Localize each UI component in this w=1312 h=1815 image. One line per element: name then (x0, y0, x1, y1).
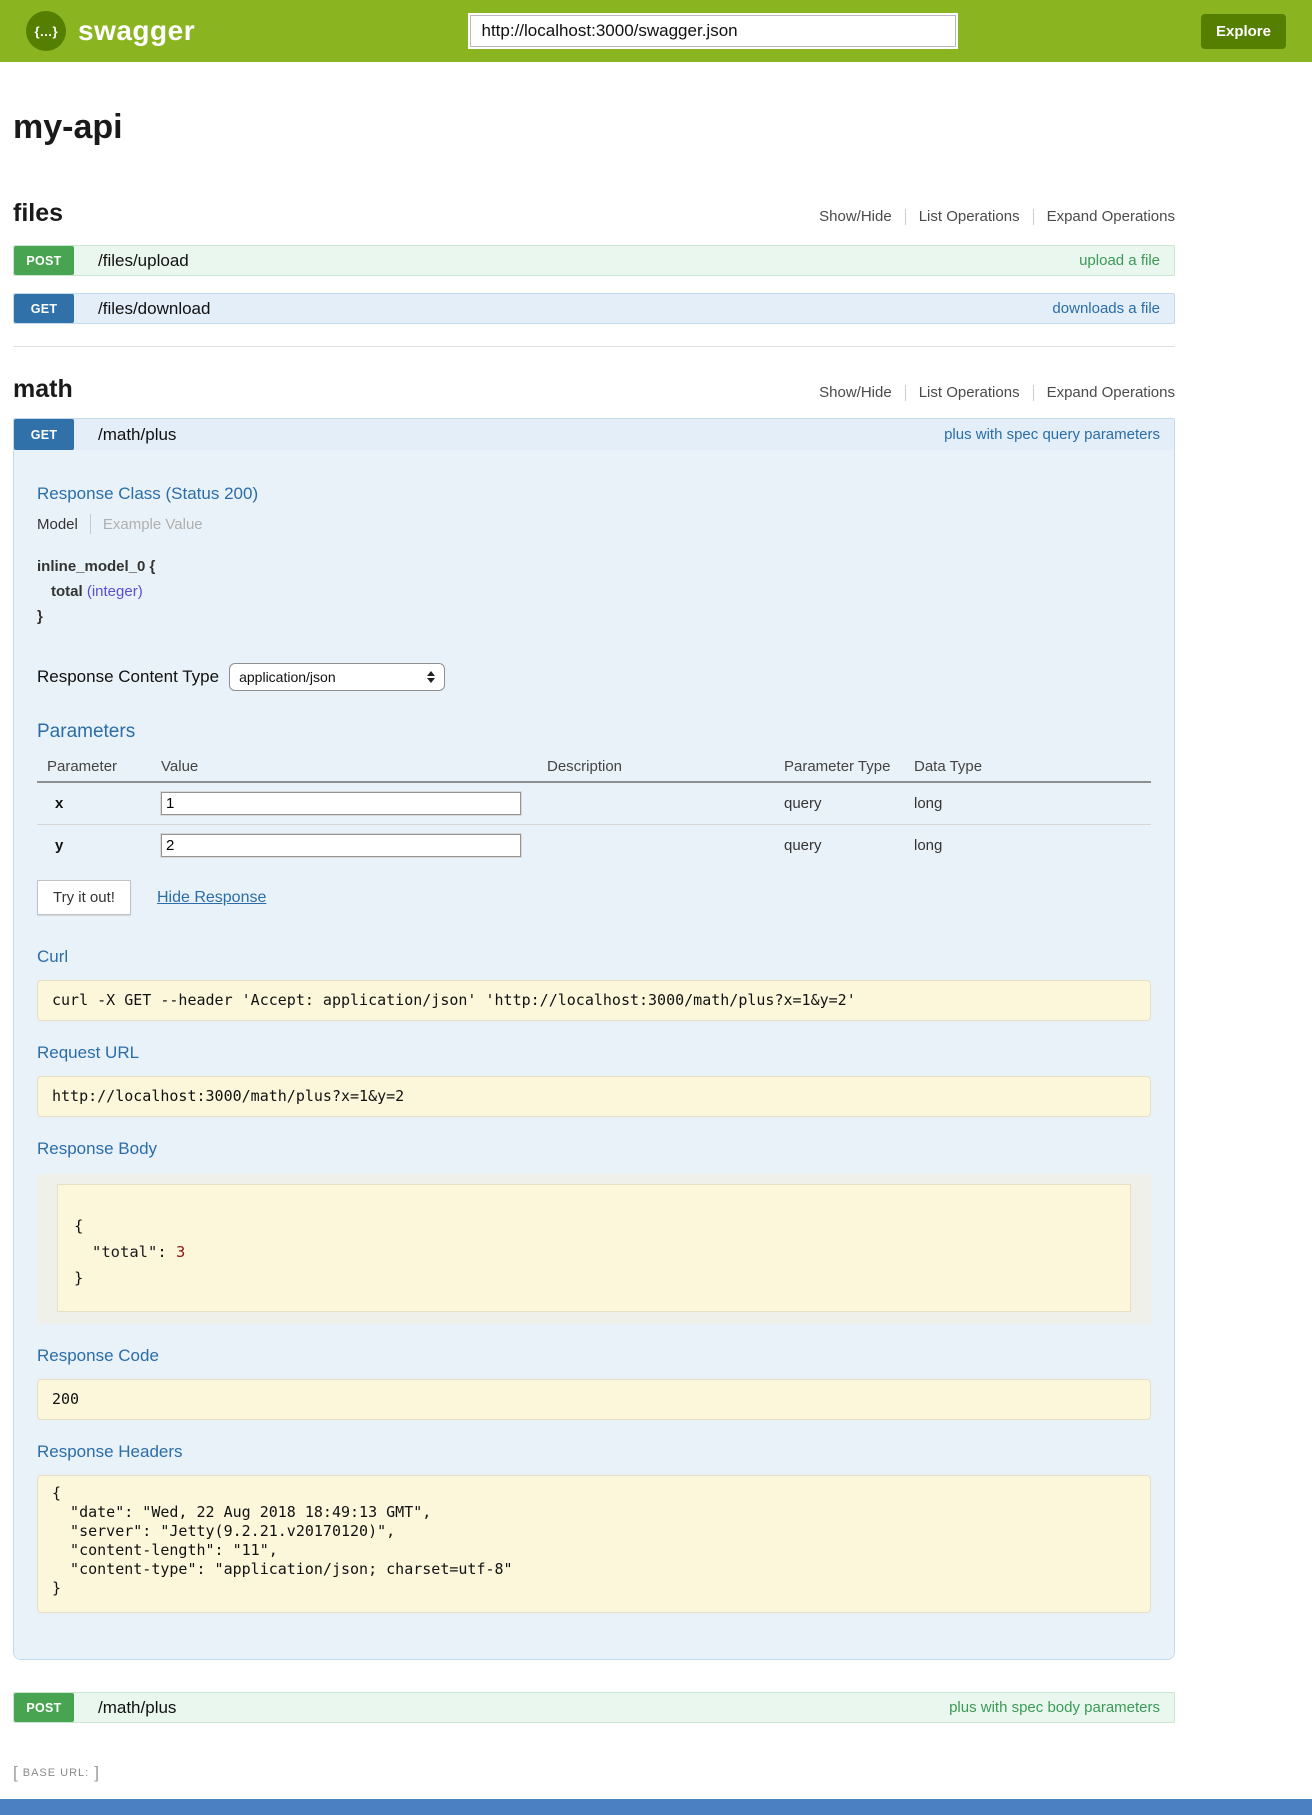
response-body-title: Response Body (37, 1139, 158, 1158)
divider (904, 208, 906, 225)
try-it-out-button[interactable]: Try it out! (37, 880, 131, 915)
base-url-label: BASE URL: (22, 1767, 90, 1779)
post-method-badge: POST (14, 246, 74, 275)
expand-operations-link[interactable]: Expand Operations (1046, 208, 1175, 225)
op-summary: downloads a file (1052, 300, 1160, 317)
op-summary: upload a file (1079, 252, 1160, 269)
section-files-title: files (13, 199, 64, 227)
base-url-footer: [ BASE URL: ] (13, 1763, 1175, 1783)
header-bar: {…} swagger Explore (0, 0, 1312, 62)
model-signature: inline_model_0 { total (integer) } (37, 554, 1151, 629)
page-title: my-api (13, 108, 123, 146)
section-files-controls: Show/Hide List Operations Expand Operati… (819, 208, 1175, 228)
op-expanded-get-math-plus: GET /math/plus plus with spec query para… (13, 418, 1175, 1660)
json-key: "total" (92, 1243, 158, 1261)
response-class-title: Response Class (Status 200) (37, 484, 259, 503)
get-method-badge: GET (14, 419, 74, 450)
selected-content-type: application/json (239, 669, 336, 685)
op-row-post-math-plus[interactable]: POST /math/plus plus with spec body para… (13, 1692, 1175, 1723)
op-path-link[interactable]: /files/download (98, 298, 211, 318)
request-url-title: Request URL (37, 1043, 140, 1062)
tab-model[interactable]: Model (37, 515, 78, 533)
section-math-controls: Show/Hide List Operations Expand Operati… (819, 384, 1175, 404)
chevron-updown-icon (427, 671, 436, 683)
col-header-parameter: Parameter (37, 751, 161, 783)
bottom-bar (0, 1799, 1312, 1815)
response-code-value: 200 (37, 1379, 1151, 1420)
param-row-y: y query long (37, 825, 1151, 867)
section-math-header: math Show/Hide List Operations Expand Op… (13, 375, 1175, 404)
op-row-post-files-upload[interactable]: POST /files/upload upload a file (13, 245, 1175, 276)
list-operations-link[interactable]: List Operations (918, 208, 1020, 225)
param-x-value-input[interactable] (161, 792, 521, 815)
parameters-title: Parameters (37, 721, 136, 742)
op-summary: plus with spec body parameters (949, 1699, 1160, 1716)
json-value: 3 (176, 1243, 186, 1261)
model-prop-type: (integer) (86, 583, 143, 600)
section-divider (13, 346, 1175, 347)
response-headers-title: Response Headers (37, 1442, 183, 1461)
request-url-value: http://localhost:3000/math/plus?x=1&y=2 (37, 1076, 1151, 1117)
data-type: long (914, 782, 1151, 825)
brand-title: swagger (78, 15, 196, 46)
divider (1032, 208, 1034, 225)
param-type: query (784, 782, 914, 825)
response-body-container: { "total": 3 } (37, 1174, 1151, 1324)
bracket-close: ] (94, 1763, 99, 1782)
curl-command: curl -X GET --header 'Accept: applicatio… (37, 980, 1151, 1021)
response-code-title: Response Code (37, 1346, 159, 1365)
section-files-header: files Show/Hide List Operations Expand O… (13, 199, 1175, 228)
json-close-brace: } (74, 1269, 84, 1287)
parameters-table: Parameter Value Description Parameter Ty… (37, 751, 1151, 866)
param-description (547, 782, 784, 825)
param-name: y (55, 837, 64, 854)
divider (1032, 384, 1034, 401)
data-type: long (914, 837, 943, 854)
expand-operations-link[interactable]: Expand Operations (1046, 384, 1175, 401)
explore-button[interactable]: Explore (1200, 13, 1286, 49)
model-head: inline_model_0 { (37, 558, 156, 575)
op-row-get-files-download[interactable]: GET /files/download downloads a file (13, 293, 1175, 324)
show-hide-link[interactable]: Show/Hide (819, 384, 892, 401)
col-header-description: Description (547, 751, 784, 783)
show-hide-link[interactable]: Show/Hide (819, 208, 892, 225)
model-close-brace: } (37, 608, 43, 625)
response-content-type-label: Response Content Type (37, 667, 220, 686)
section-math-title: math (13, 375, 73, 403)
tab-example-value[interactable]: Example Value (102, 515, 203, 533)
post-method-badge: POST (14, 1693, 74, 1722)
list-operations-link[interactable]: List Operations (918, 384, 1020, 401)
model-prop-name: total (51, 583, 83, 600)
response-content-type-select[interactable]: application/json (229, 663, 446, 691)
col-header-data-type: Data Type (914, 751, 1151, 783)
param-y-value-input[interactable] (161, 834, 521, 857)
param-name: x (37, 782, 161, 825)
divider (904, 384, 906, 401)
curl-title: Curl (37, 947, 69, 966)
api-url-input[interactable] (470, 15, 957, 47)
op-row-get-math-plus[interactable]: GET /math/plus plus with spec query para… (14, 419, 1174, 450)
op-content: Response Class (Status 200) Model Exampl… (14, 450, 1174, 1659)
col-header-value: Value (161, 751, 547, 783)
op-summary: plus with spec query parameters (944, 426, 1160, 443)
op-path-link[interactable]: /math/plus (98, 424, 177, 444)
col-header-parameter-type: Parameter Type (784, 751, 914, 783)
response-body-json: { "total": 3 } (57, 1184, 1131, 1312)
get-method-badge: GET (14, 294, 74, 323)
json-separator: : (157, 1243, 176, 1261)
model-tabs: Model Example Value (37, 514, 1151, 534)
hide-response-link[interactable]: Hide Response (156, 888, 267, 906)
op-path-link[interactable]: /math/plus (98, 1697, 177, 1717)
json-open-brace: { (74, 1217, 84, 1235)
param-type: query (784, 837, 822, 854)
param-row-x: x query long (37, 782, 1151, 825)
swagger-logo[interactable]: {…} swagger (26, 11, 226, 51)
op-path-link[interactable]: /files/upload (98, 250, 189, 270)
param-description (547, 825, 784, 867)
divider (89, 514, 91, 534)
response-headers-json: { "date": "Wed, 22 Aug 2018 18:49:13 GMT… (37, 1475, 1151, 1613)
bracket-open: [ (13, 1763, 18, 1782)
swagger-logo-icon: {…} (26, 11, 66, 51)
